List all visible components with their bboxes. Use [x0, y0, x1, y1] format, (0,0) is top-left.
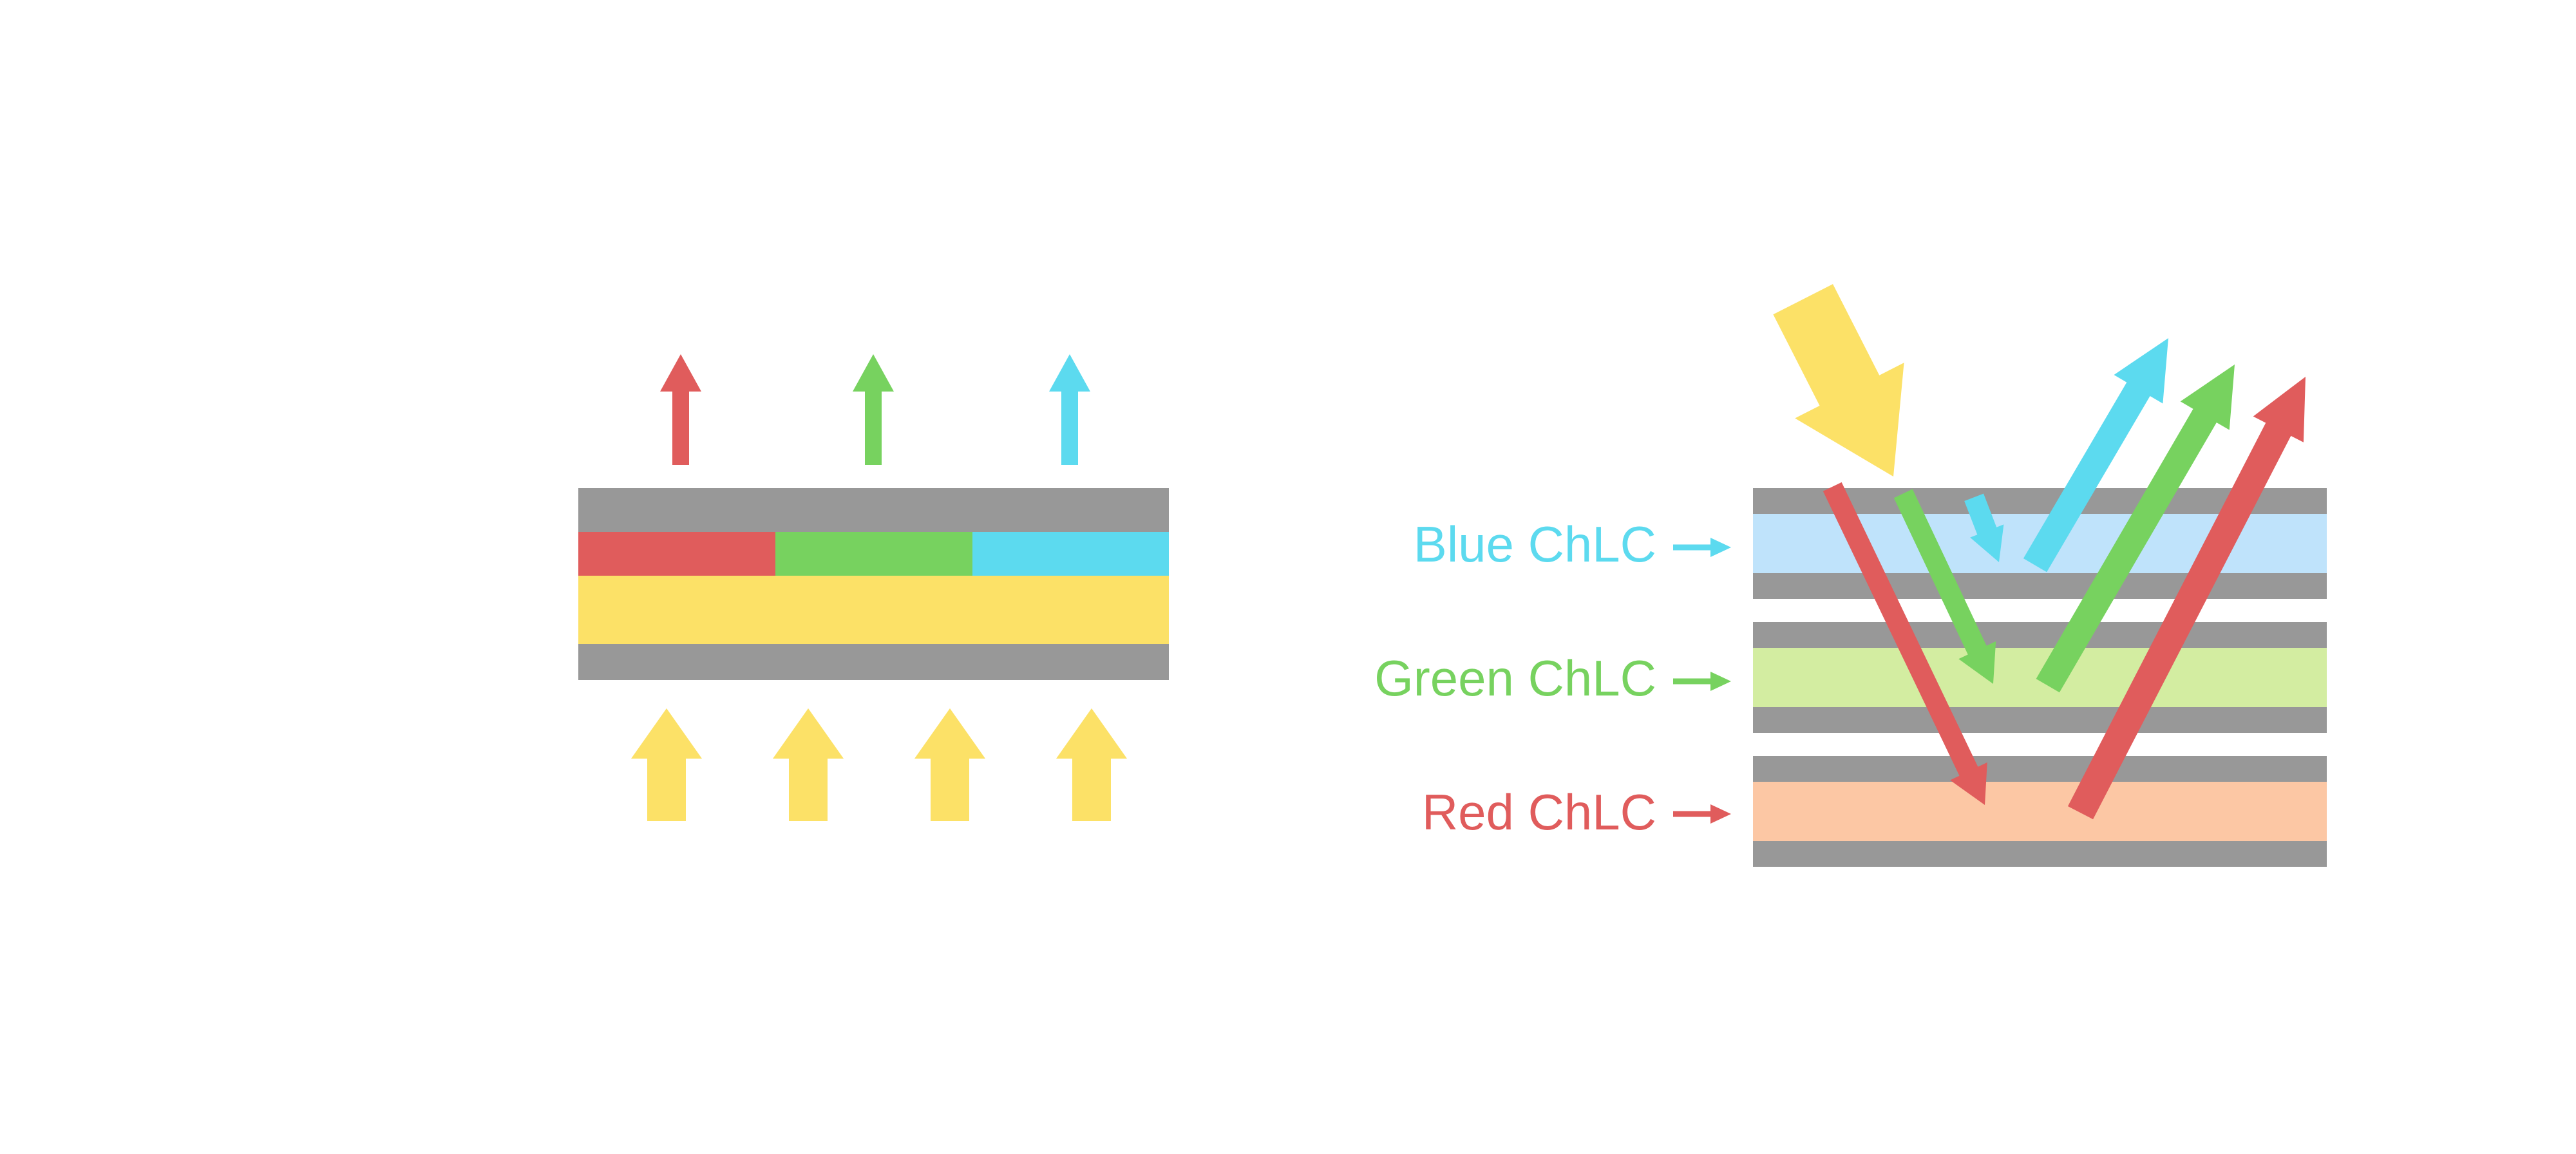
blue-filter-segment — [972, 532, 1169, 576]
red-filter-segment — [578, 532, 775, 576]
emitted-blue-light-arrow — [1049, 354, 1090, 465]
backlight-layer — [578, 576, 1169, 644]
backlight-arrow-1 — [631, 708, 702, 821]
green-cell-top-substrate — [1753, 622, 2327, 648]
green-label-pointer-arrow — [1673, 672, 1731, 691]
right-diagram-reflective-chlc-stack: Blue ChLC Green ChLC Red ChLC — [1374, 271, 2331, 867]
left-bottom-substrate — [578, 644, 1169, 680]
red-cell-top-substrate — [1753, 756, 2327, 782]
left-diagram-backlit-stack — [578, 354, 1169, 821]
incident-light-arrow — [1748, 271, 1948, 505]
green-cell-bottom-substrate — [1753, 707, 2327, 733]
blue-chlc-label: Blue ChLC — [1414, 516, 1656, 572]
blue-label-pointer-arrow — [1673, 538, 1731, 557]
emitted-green-light-arrow — [853, 354, 894, 465]
red-chlc-label: Red ChLC — [1422, 784, 1656, 840]
green-chlc-label: Green ChLC — [1374, 650, 1656, 706]
backlight-arrow-3 — [914, 708, 985, 821]
backlight-arrow-4 — [1056, 708, 1127, 821]
backlight-arrow-2 — [773, 708, 844, 821]
blue-cell-bottom-substrate — [1753, 573, 2327, 599]
red-cell-bottom-substrate — [1753, 841, 2327, 867]
red-label-pointer-arrow — [1673, 804, 1731, 824]
left-top-substrate — [578, 488, 1169, 532]
green-filter-segment — [775, 532, 972, 576]
emitted-red-light-arrow — [660, 354, 701, 465]
red-chlc-layer — [1753, 782, 2327, 841]
